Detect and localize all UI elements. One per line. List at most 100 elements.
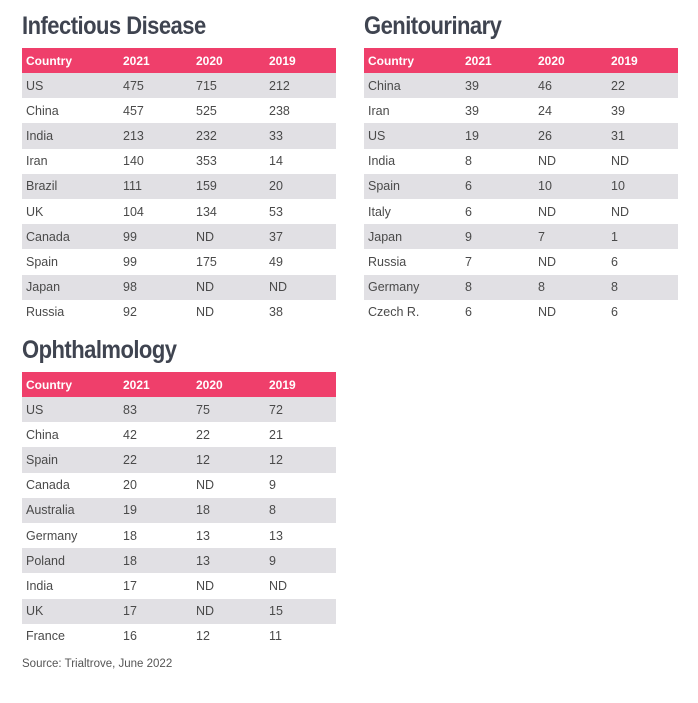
value-cell: 17 [119,598,192,624]
value-cell: 33 [265,123,336,149]
table-row: US 19 26 31 [364,123,678,149]
column-header: 2020 [534,48,607,73]
value-cell: 6 [461,299,534,325]
value-cell: 19 [119,497,192,523]
value-cell: 13 [265,522,336,549]
table-row: Iran 39 24 39 [364,98,678,124]
value-cell: ND [192,472,265,498]
value-cell: 75 [192,397,265,423]
value-cell: ND [534,198,607,225]
country-cell: India [22,573,119,599]
table-row: Poland 18 13 9 [22,548,336,574]
table-row: India 17 ND ND [22,573,336,599]
value-cell: ND [607,198,678,225]
value-cell: 22 [119,447,192,473]
column-header: Country [22,48,119,73]
value-cell: 9 [461,224,534,250]
country-cell: Australia [22,497,119,523]
table-row: France 16 12 11 [22,623,336,649]
value-cell: 7 [461,249,534,275]
value-cell: 111 [119,173,192,199]
value-cell: 39 [461,73,534,99]
column-header: 2021 [119,372,192,397]
value-cell: 1 [607,224,678,250]
value-cell: 104 [119,198,192,225]
value-cell: 17 [119,573,192,599]
table-row: UK 17 ND 15 [22,598,336,624]
value-cell: 8 [461,148,534,174]
table-row: China 39 46 22 [364,73,678,99]
country-cell: China [22,98,119,124]
table-row: Iran 140 353 14 [22,148,336,174]
value-cell: 99 [119,249,192,275]
country-cell: Japan [364,224,461,250]
value-cell: 9 [265,548,336,574]
genitourinary-section: Genitourinary Country 2021 2020 2019 China 3… [364,11,678,325]
value-cell: 212 [265,73,336,99]
country-cell: Iran [22,148,119,174]
value-cell: 175 [192,249,265,275]
value-cell: ND [534,249,607,275]
value-cell: 39 [607,98,678,124]
value-cell: 99 [119,224,192,250]
section-title: Infectious Disease [22,12,206,40]
value-cell: 353 [192,148,265,174]
value-cell: 72 [265,397,336,423]
country-cell: Russia [22,299,119,325]
country-cell: Germany [364,274,461,300]
value-cell: 22 [192,422,265,448]
country-cell: Japan [22,274,119,300]
table-row: Canada 99 ND 37 [22,224,336,250]
table-row: China 457 525 238 [22,98,336,124]
value-cell: 7 [534,224,607,250]
value-cell: 6 [461,198,534,225]
country-cell: UK [22,198,119,225]
country-cell: Spain [22,249,119,275]
country-cell: India [364,148,461,174]
table-row: Spain 6 10 10 [364,173,678,199]
value-cell: 134 [192,198,265,225]
data-table: Country 2021 2020 2019 US 83 75 72 China 42 22 21 S… [22,372,336,649]
value-cell: 18 [192,497,265,523]
value-cell: 12 [192,447,265,473]
country-cell: China [364,73,461,99]
table-row: US 475 715 212 [22,73,336,99]
value-cell: 20 [265,173,336,199]
table-row: Italy 6 ND ND [364,198,678,225]
value-cell: 6 [607,299,678,325]
value-cell: ND [534,299,607,325]
value-cell: ND [192,224,265,250]
value-cell: 24 [534,98,607,124]
value-cell: 8 [534,274,607,300]
column-header: 2020 [192,372,265,397]
value-cell: 83 [119,397,192,423]
country-cell: Canada [22,472,119,498]
value-cell: 457 [119,98,192,124]
section-title: Ophthalmology [22,336,177,364]
value-cell: 18 [119,522,192,549]
value-cell: 140 [119,148,192,174]
value-cell: 14 [265,148,336,174]
value-cell: 9 [265,472,336,498]
column-header: Country [364,48,461,73]
value-cell: 13 [192,522,265,549]
table-row: Canada 20 ND 9 [22,472,336,498]
country-cell: US [22,397,119,423]
column-header: Country [22,372,119,397]
country-cell: Spain [22,447,119,473]
value-cell: ND [265,274,336,300]
section-title: Genitourinary [364,12,502,40]
value-cell: 238 [265,98,336,124]
value-cell: 26 [534,123,607,149]
value-cell: 37 [265,224,336,250]
value-cell: 16 [119,623,192,649]
value-cell: 8 [607,274,678,300]
country-cell: India [22,123,119,149]
country-cell: US [364,123,461,149]
country-cell: Germany [22,522,119,549]
value-cell: 6 [607,249,678,275]
value-cell: 232 [192,123,265,149]
table-row: India 8 ND ND [364,148,678,174]
value-cell: 12 [192,623,265,649]
table-row: Japan 98 ND ND [22,274,336,300]
